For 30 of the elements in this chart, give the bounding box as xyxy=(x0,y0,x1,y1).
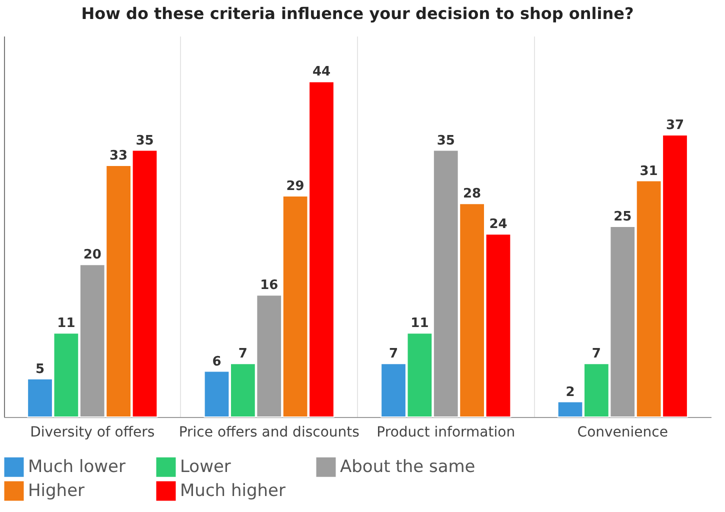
data-label: 31 xyxy=(640,164,658,179)
data-label: 35 xyxy=(136,133,154,148)
data-label: 35 xyxy=(436,133,455,148)
x-tick-label: Diversity of offers xyxy=(30,424,155,440)
legend-label: Much higher xyxy=(180,481,286,501)
data-label: 11 xyxy=(57,316,76,332)
data-label: 11 xyxy=(410,316,429,332)
data-label: 5 xyxy=(35,362,45,377)
x-tick-label: Price offers and discounts xyxy=(178,424,360,440)
data-label: 6 xyxy=(212,354,222,370)
x-tick-label: Product information xyxy=(376,424,516,440)
legend-label: Higher xyxy=(28,481,85,501)
legend-label: About the same xyxy=(340,457,476,478)
data-label: 33 xyxy=(110,148,128,164)
data-label: 7 xyxy=(238,346,248,362)
data-label: 7 xyxy=(592,346,601,362)
data-label: 44 xyxy=(312,64,331,80)
data-label: 37 xyxy=(666,118,684,134)
data-label: 29 xyxy=(286,179,304,194)
x-tick-label: Convenience xyxy=(577,424,668,440)
data-label: 25 xyxy=(614,210,632,224)
legend-label: Lower xyxy=(180,457,231,478)
data-label: 16 xyxy=(260,278,278,294)
data-label: 24 xyxy=(489,217,508,232)
data-label: 20 xyxy=(83,248,102,263)
data-label: 28 xyxy=(463,186,482,202)
legend-label: Much lower xyxy=(28,457,126,478)
data-label: 7 xyxy=(388,346,398,362)
data-label: 2 xyxy=(566,384,575,400)
chart-title: How do these criteria influence your decision to shop online? xyxy=(81,4,634,23)
